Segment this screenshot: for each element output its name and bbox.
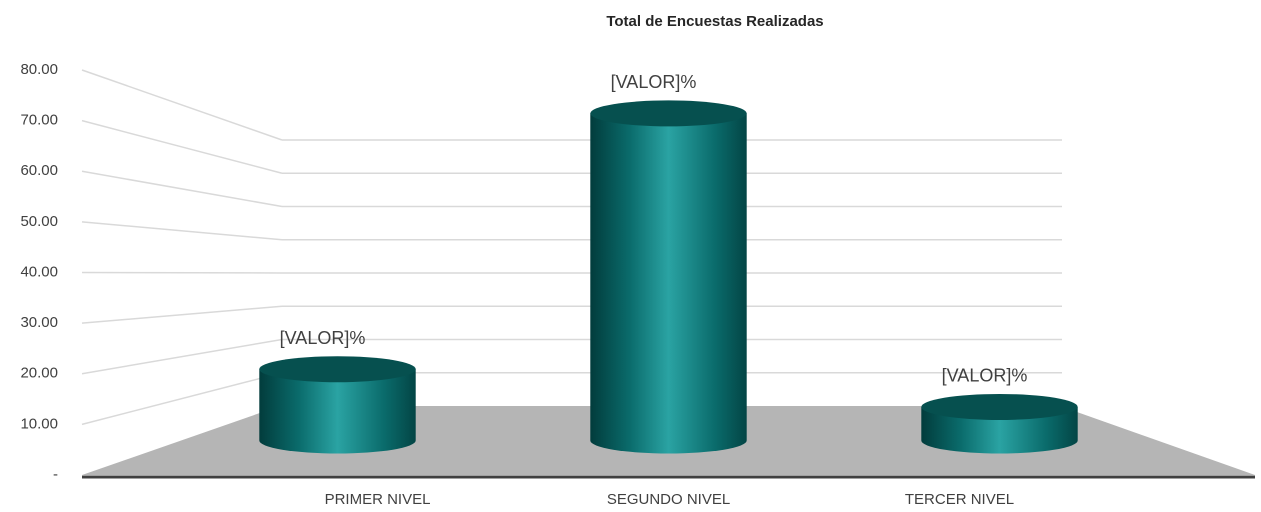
x-tick-label: SEGUNDO NIVEL xyxy=(607,491,730,508)
value-label: [VALOR]% xyxy=(280,328,366,348)
value-label: [VALOR]% xyxy=(611,72,697,92)
value-label: [VALOR]% xyxy=(942,366,1028,386)
grid-line xyxy=(81,271,283,274)
bar-top xyxy=(590,100,747,127)
y-tick-label: 70.00 xyxy=(20,112,58,129)
x-tick-label: PRIMER NIVEL xyxy=(325,491,431,508)
bar xyxy=(921,393,1078,454)
bar-body xyxy=(259,369,416,454)
y-tick-label: 20.00 xyxy=(20,365,58,382)
y-tick-label: 30.00 xyxy=(20,314,58,331)
grid-line xyxy=(81,221,283,241)
y-tick-label: 50.00 xyxy=(20,213,58,230)
y-tick-label: 10.00 xyxy=(20,415,58,432)
bar-body xyxy=(590,113,747,454)
bar-top xyxy=(259,356,416,383)
bar-body xyxy=(921,406,1078,454)
grid-line xyxy=(81,170,283,208)
grid-line xyxy=(81,69,283,141)
bar-top xyxy=(921,393,1078,420)
grid-line xyxy=(81,372,283,426)
bar xyxy=(259,356,416,454)
bar xyxy=(590,100,747,454)
y-tick-label: 80.00 xyxy=(20,61,58,78)
chart-title: Total de Encuestas Realizadas xyxy=(606,13,823,30)
x-tick-label: TERCER NIVEL xyxy=(905,491,1014,508)
grid-line xyxy=(81,338,283,375)
y-tick-label: 40.00 xyxy=(20,263,58,280)
grid-line xyxy=(81,119,283,174)
y-tick-label: 60.00 xyxy=(20,162,58,179)
y-tick-label: - xyxy=(53,466,58,483)
grid-line xyxy=(81,305,283,324)
